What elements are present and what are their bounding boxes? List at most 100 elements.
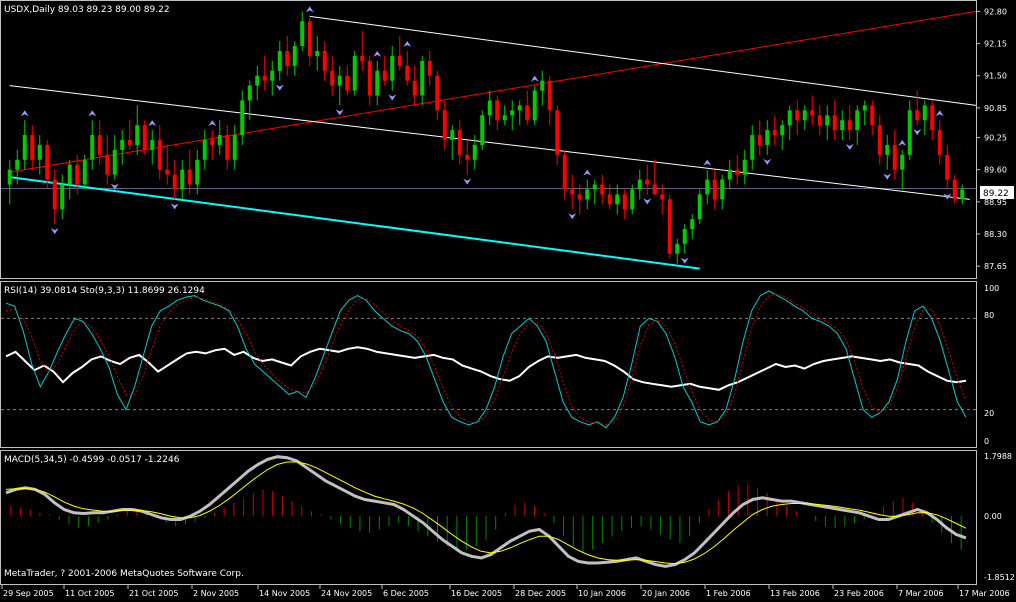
candle-body — [165, 169, 170, 175]
candle-body — [307, 21, 312, 56]
candle-body — [937, 130, 942, 155]
fractal-up-icon — [305, 6, 314, 13]
candle-body — [952, 179, 957, 200]
fractal-up-icon — [583, 169, 592, 176]
candle-body — [562, 154, 567, 190]
candle-body — [390, 55, 395, 81]
last-price-badge — [980, 186, 1014, 199]
candle-body — [862, 105, 867, 111]
candle-body — [37, 144, 42, 160]
candle-body — [315, 50, 320, 56]
candle-body — [495, 100, 500, 121]
fractal-down-icon — [643, 198, 652, 205]
candle-body — [15, 159, 20, 170]
candle-body — [255, 75, 260, 86]
candle-body — [367, 60, 372, 96]
fractal-up-icon — [148, 120, 157, 127]
date-tick-label: 1 Feb 2006 — [706, 589, 751, 598]
macd-tick-zero: 0.00 — [984, 512, 1002, 521]
candle-body — [405, 65, 410, 81]
fractal-down-icon — [110, 183, 119, 190]
candle-body — [457, 130, 462, 155]
date-tick-label: 6 Dec 2005 — [383, 589, 429, 598]
price-tick-label: 92.15 — [984, 40, 1007, 49]
candle-body — [810, 110, 815, 116]
price-pane[interactable] — [0, 0, 977, 279]
date-tick-label: 2 Nov 2005 — [193, 589, 239, 598]
stoch-signal-line — [5, 293, 967, 426]
candle-body — [420, 60, 425, 96]
rsi-stoch-header: RSI(14) 39.0814 Sto(9,3,3) 11.8699 26.12… — [4, 286, 205, 296]
fractal-up-icon — [898, 139, 907, 146]
fractal-down-icon — [763, 158, 772, 165]
candle-body — [622, 194, 627, 210]
fractal-up-icon — [935, 110, 944, 117]
candle-body — [322, 50, 327, 71]
candle-body — [667, 199, 672, 254]
candle-body — [82, 159, 87, 185]
trendline-cyan — [9, 176, 700, 270]
candle-body — [645, 179, 650, 185]
fractal-down-icon — [170, 203, 179, 210]
candle-body — [570, 189, 575, 195]
price-pane-title: USDX,Daily 89.03 89.23 89.00 89.22 — [4, 5, 170, 15]
rsi-stoch-pane[interactable] — [0, 281, 977, 448]
candle-body — [705, 179, 710, 195]
fractal-down-icon — [388, 94, 397, 101]
candle-body — [637, 179, 642, 190]
price-tick-label: 90.85 — [984, 104, 1007, 113]
candle-body — [60, 184, 65, 210]
fractal-up-icon — [703, 159, 712, 166]
candle-body — [675, 243, 680, 254]
fractal-up-icon — [208, 120, 217, 127]
fractal-down-icon — [845, 144, 854, 150]
price-tick-label: 91.50 — [984, 72, 1007, 81]
candle-body — [135, 125, 140, 145]
candle-body — [382, 70, 387, 81]
rsi-tick-80: 80 — [984, 311, 994, 320]
candle-body — [712, 179, 717, 200]
candle-body — [412, 80, 417, 96]
candle-body — [607, 194, 612, 205]
macd-pane[interactable] — [0, 450, 977, 585]
rsi-tick-0: 0 — [984, 437, 989, 446]
fractal-down-icon — [463, 178, 472, 185]
candle-body — [547, 80, 552, 111]
candle-body — [780, 125, 785, 136]
candle-body — [532, 90, 537, 121]
candle-body — [112, 149, 117, 175]
candle-body — [195, 159, 200, 185]
price-tick-label: 88.30 — [984, 230, 1007, 239]
fractal-up-icon — [403, 40, 412, 47]
candle-body — [172, 174, 177, 190]
candle-body — [840, 120, 845, 131]
fractal-down-icon — [335, 109, 344, 116]
fractal-up-icon — [530, 75, 539, 82]
date-tick-label: 23 Feb 2006 — [834, 589, 884, 598]
candle-body — [157, 140, 162, 170]
candle-body — [922, 105, 927, 121]
candle-body — [210, 140, 215, 145]
candle-body — [577, 194, 582, 200]
candle-body — [615, 194, 620, 205]
candle-body — [292, 46, 297, 66]
candle-body — [832, 115, 837, 131]
date-tick-label: 7 Mar 2006 — [898, 589, 944, 598]
fractal-down-icon — [275, 84, 284, 91]
candle-body — [120, 140, 125, 150]
candle-body — [150, 140, 155, 150]
candle-body — [697, 194, 702, 220]
candle-body — [360, 55, 365, 61]
price-tick-label: 92.80 — [984, 7, 1007, 16]
date-tick-label: 16 Dec 2005 — [451, 589, 502, 598]
candle-body — [690, 219, 695, 230]
fractal-up-icon — [20, 110, 29, 117]
price-tick-label: 89.60 — [984, 166, 1007, 175]
candle-body — [270, 70, 275, 81]
fractal-down-icon — [680, 257, 689, 264]
rsi-tick-100: 100 — [984, 284, 999, 293]
fractal-down-icon — [568, 213, 577, 220]
candle-body — [30, 135, 35, 160]
